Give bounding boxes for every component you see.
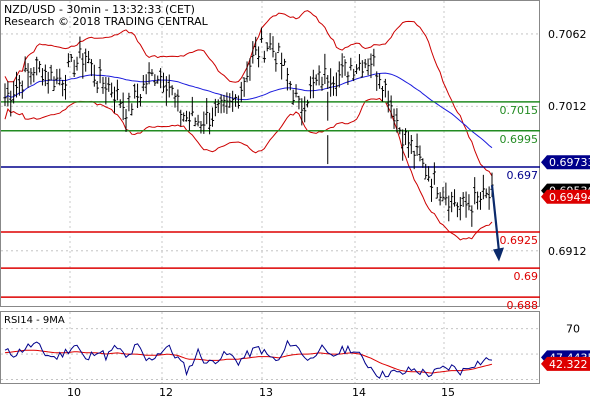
- time-axis-tick: 10: [67, 386, 81, 399]
- candles: [3, 27, 494, 227]
- moving-average-line: [4, 72, 493, 149]
- grid: [1, 1, 540, 383]
- forecast-arrow-shaft: [490, 184, 501, 252]
- rsi-axis-tick: 70: [566, 323, 580, 336]
- rsi-panel-frame: [0, 311, 540, 384]
- time-axis-tick: 15: [441, 386, 455, 399]
- price-axis-tick: 0.7012: [548, 100, 587, 113]
- chart-subtitle: Research © 2018 TRADING CENTRAL: [4, 15, 209, 28]
- forecast-arrow-head: [493, 247, 504, 262]
- time-axis-tick: 12: [159, 386, 173, 399]
- level-label-0.697: 0.697: [507, 169, 539, 182]
- forecast-arrow: [490, 184, 504, 262]
- time-axis-tick: 13: [259, 386, 273, 399]
- time-axis-tick: 14: [352, 386, 366, 399]
- key-levels: 0.7015 0.6995 0.697 0.6925 0.69 0.688: [1, 101, 540, 312]
- rsi-tag-42.322: [541, 356, 590, 371]
- rsi-tag-label-42.322: 42.322: [549, 358, 588, 371]
- rsi-lines: [4, 339, 493, 379]
- price-tag-label-0.69733: 0.69733: [549, 156, 590, 169]
- bollinger-upper: [4, 10, 493, 177]
- rsi-panel-title: RSI14 - 9MA: [4, 315, 65, 326]
- level-label-0.7015: 0.7015: [500, 104, 539, 117]
- price-tag-label-0.69494: 0.69494: [549, 191, 590, 204]
- axes: 0.6912 0.7012 0.7062 70 10 12 13 14 15: [67, 28, 587, 399]
- level-label-0.6995: 0.6995: [500, 133, 539, 146]
- rsi-line: [4, 339, 493, 379]
- level-label-0.688: 0.688: [507, 299, 539, 312]
- price-axis-tick: 0.6912: [548, 245, 587, 258]
- price-tag-0.69494: [541, 189, 590, 204]
- chart-title: NZD/USD - 30min - 13:32:33 (CET): [4, 3, 195, 16]
- level-label-0.6925: 0.6925: [500, 234, 539, 247]
- moving-average: [4, 72, 493, 149]
- price-tag-0.69733: [541, 155, 590, 170]
- level-label-0.69: 0.69: [514, 270, 539, 283]
- price-axis-tick: 0.7062: [548, 28, 587, 41]
- rsi-ma-line: [4, 349, 493, 374]
- price-panel-frame: [0, 0, 540, 307]
